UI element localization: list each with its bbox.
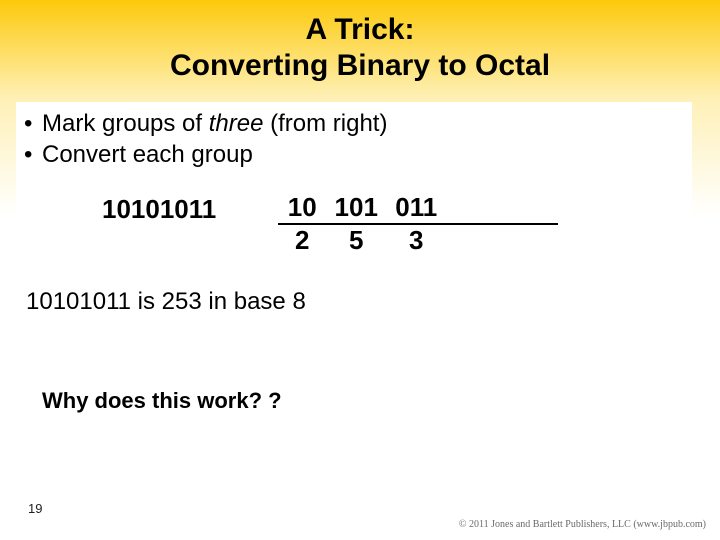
octal-digit: 3 (386, 225, 446, 256)
bullet-item: • Convert each group (24, 139, 684, 170)
bullet-pre: Mark groups of (42, 110, 209, 137)
example-area: 10101011 10 101 011 2 5 3 (24, 192, 684, 256)
bullet-marker: • (24, 108, 42, 139)
binary-group: 10 (278, 192, 326, 223)
title-line-1: A Trick: (0, 12, 720, 48)
bullet-post: (from right) (263, 110, 387, 137)
copyright-text: © 2011 Jones and Bartlett Publishers, LL… (459, 519, 706, 530)
binary-group: 011 (386, 192, 446, 223)
bullet-text: Mark groups of three (from right) (42, 108, 387, 139)
bullet-pre: Convert each group (42, 141, 253, 168)
result-statement: 10101011 is 253 in base 8 (24, 288, 684, 316)
content-card: • Mark groups of three (from right) • Co… (16, 102, 692, 332)
bullet-marker: • (24, 139, 42, 170)
octal-digits-row: 2 5 3 (278, 225, 558, 256)
bullet-emphasis: three (209, 110, 264, 137)
octal-digit: 5 (326, 225, 386, 256)
page-number: 19 (28, 501, 42, 516)
binary-group: 101 (326, 192, 386, 223)
title-line-2: Converting Binary to Octal (0, 48, 720, 84)
slide-title-block: A Trick: Converting Binary to Octal (0, 0, 720, 96)
grouped-column: 10 101 011 2 5 3 (216, 192, 558, 256)
bullet-item: • Mark groups of three (from right) (24, 108, 684, 139)
binary-groups-row: 10 101 011 (278, 192, 558, 225)
binary-number: 10101011 (24, 192, 216, 225)
why-question: Why does this work? ? (42, 388, 720, 414)
octal-digit: 2 (278, 225, 326, 256)
bullet-text: Convert each group (42, 139, 253, 170)
